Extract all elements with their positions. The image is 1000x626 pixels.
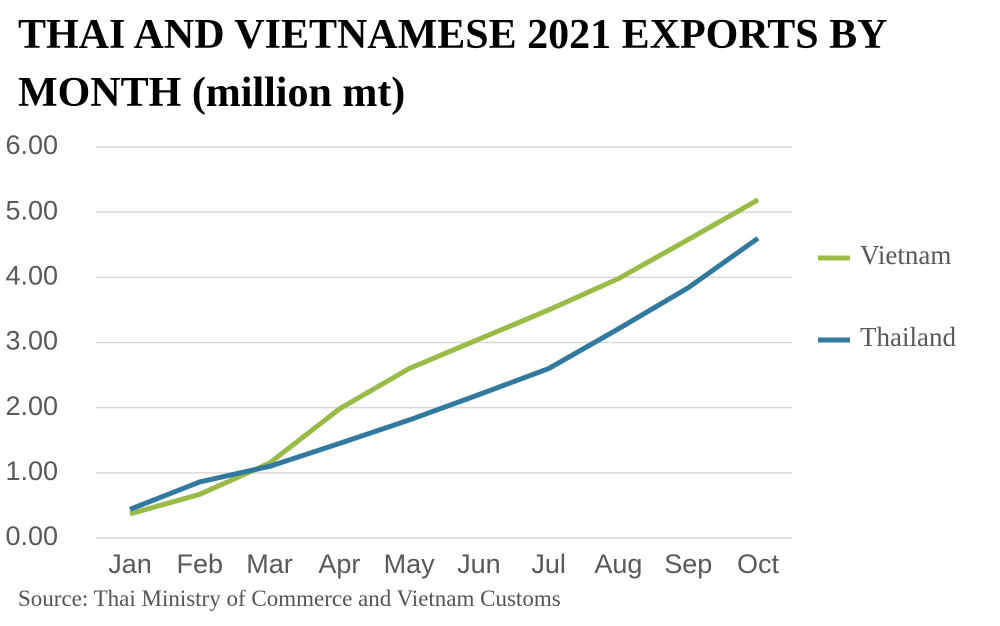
series-line [129, 236, 760, 512]
x-tick-label: May [384, 549, 436, 579]
x-tick-label: Jan [108, 549, 152, 579]
x-tick-label: Feb [177, 549, 224, 579]
y-tick-label: 0.00 [5, 521, 58, 551]
y-tick-label: 2.00 [5, 391, 58, 421]
y-tick-label: 4.00 [5, 260, 58, 290]
x-tick-label: Mar [246, 549, 293, 579]
x-tick-label: Oct [737, 549, 780, 579]
x-tick-label: Sep [664, 549, 712, 579]
legend-label: Thailand [860, 322, 956, 352]
chart-title: THAI AND VIETNAMESE 2021 EXPORTS BY MONT… [18, 12, 886, 116]
x-tick-label: Jun [457, 549, 501, 579]
y-tick-label: 3.00 [5, 326, 58, 356]
y-tick-label: 1.00 [5, 456, 58, 486]
y-tick-label: 5.00 [5, 195, 58, 225]
series-line [129, 197, 760, 517]
x-tick-label: Jul [531, 549, 566, 579]
legend-label: Vietnam [860, 240, 951, 270]
x-tick-label: Aug [594, 549, 642, 579]
x-tick-label: Apr [318, 549, 360, 579]
source-note: Source: Thai Ministry of Commerce and Vi… [18, 586, 561, 611]
y-tick-label: 6.00 [5, 130, 58, 160]
